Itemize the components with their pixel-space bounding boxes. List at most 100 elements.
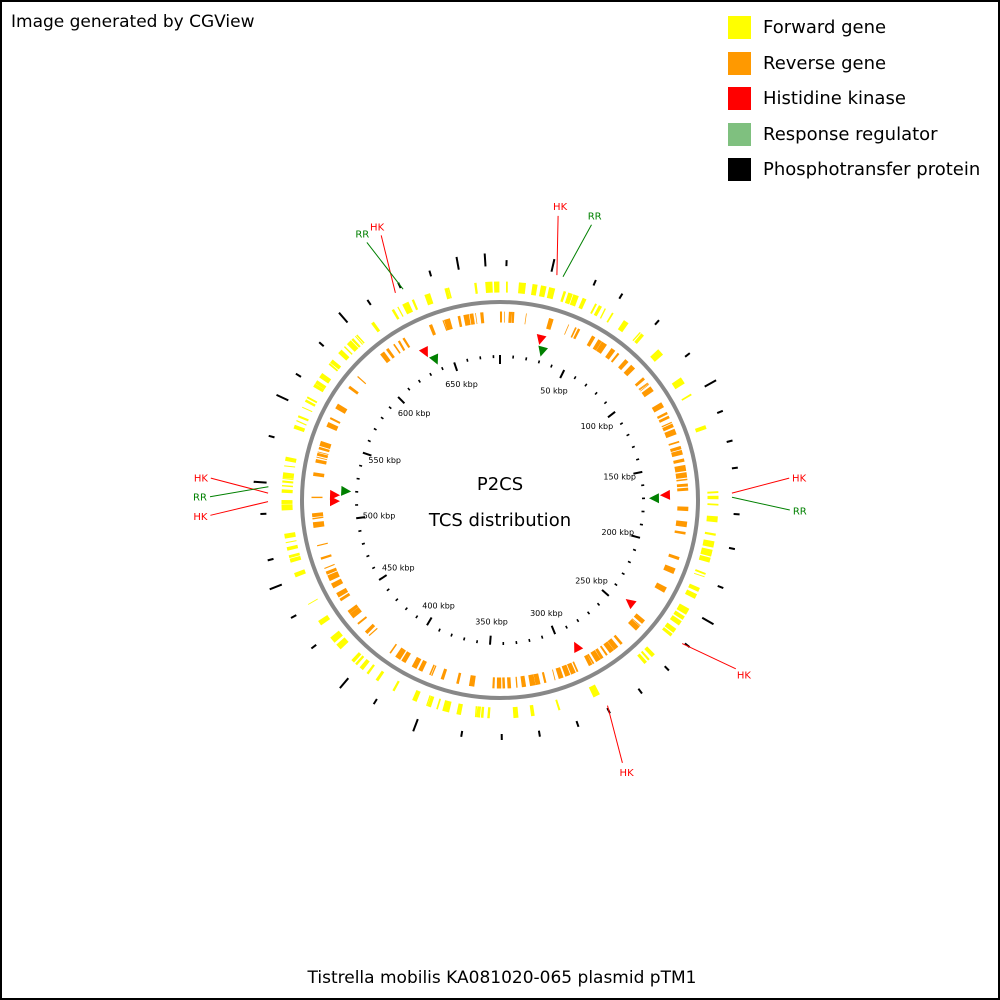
outer-tick [339, 677, 350, 689]
major-tick [362, 451, 372, 457]
forward-gene [555, 699, 561, 711]
minor-tick [565, 625, 568, 629]
outer-tick [704, 379, 717, 388]
minor-tick [573, 376, 577, 380]
forward-gene [354, 335, 364, 345]
major-tick [607, 411, 616, 419]
forward-gene [688, 583, 700, 592]
forward-gene [356, 334, 365, 344]
minor-tick [626, 433, 630, 437]
forward-gene [336, 637, 349, 650]
reverse-gene [661, 421, 673, 428]
legend-label: Reverse gene [763, 52, 887, 74]
reverse-gene [336, 587, 349, 598]
minor-tick [380, 416, 384, 420]
outer-tick [592, 279, 597, 286]
forward-gene [669, 615, 682, 626]
outer-tick [412, 718, 419, 732]
forward-gene [706, 515, 718, 523]
legend-swatch-forward [728, 16, 751, 40]
legend-item-forward-gene: Forward gene [728, 10, 980, 46]
minor-tick [386, 588, 390, 592]
reverse-gene [573, 328, 581, 340]
forward-gene [590, 303, 597, 314]
outer-tick [290, 614, 297, 619]
forward-gene [330, 359, 342, 370]
forward-gene [617, 320, 629, 333]
response-regulator-marker [429, 353, 439, 365]
forward-gene [288, 552, 301, 559]
callout-line [731, 496, 790, 511]
minor-tick [584, 383, 588, 387]
forward-gene [644, 646, 655, 658]
callout-line [210, 477, 269, 494]
reverse-gene [443, 318, 453, 331]
response-regulator-marker [341, 485, 352, 496]
outer-tick [726, 439, 733, 443]
reverse-gene [349, 607, 362, 619]
reverse-gene [348, 385, 359, 395]
forward-gene [593, 305, 602, 317]
histidine-kinase-marker [536, 334, 547, 345]
forward-gene [662, 627, 673, 637]
major-tick [426, 616, 433, 626]
credit-text: Image generated by CGView [11, 12, 255, 32]
reverse-gene [654, 582, 667, 593]
forward-gene [560, 290, 567, 303]
outer-tick [728, 546, 736, 551]
legend-label: Phosphotransfer protein [763, 159, 981, 181]
reverse-gene [663, 564, 676, 574]
hk-label: HK [737, 671, 752, 682]
reverse-gene [330, 578, 344, 589]
reverse-gene [605, 348, 616, 360]
forward-gene [351, 338, 361, 348]
histidine-kinase-marker [329, 489, 341, 500]
reverse-gene [318, 446, 330, 453]
outer-tick [537, 730, 541, 737]
minor-tick [415, 615, 419, 619]
center-title-line-1: P2CS [477, 474, 523, 495]
minor-tick [466, 358, 469, 362]
minor-tick [619, 422, 624, 426]
callout-line [731, 477, 790, 494]
reverse-gene [528, 674, 536, 687]
major-tick [397, 396, 406, 405]
reverse-gene [603, 641, 615, 654]
reverse-gene [533, 673, 541, 686]
forward-gene-track [281, 281, 719, 719]
forward-gene [442, 700, 452, 713]
callout-line [366, 242, 404, 290]
forward-gene [343, 346, 353, 355]
center-title-line-2: TCS distribution [428, 510, 571, 531]
coordinate-labels: 50 kbp 100 kbp 150 kbp 200 kbp 250 kbp 300 kb… [363, 380, 636, 627]
forward-gene [671, 377, 685, 390]
legend: Forward gene Reverse gene Histidine kina… [728, 10, 980, 188]
outer-tick [575, 720, 580, 728]
reverse-gene [641, 386, 654, 398]
outer-tick [618, 293, 624, 300]
callout-line [562, 224, 592, 277]
forward-gene [397, 306, 404, 317]
reverse-gene [639, 383, 649, 391]
coordinate-label: 600 kbp [398, 409, 431, 418]
forward-gene [529, 704, 535, 717]
forward-gene [375, 670, 385, 682]
minor-tick [621, 572, 625, 576]
reverse-gene [656, 411, 668, 420]
outer-tick [716, 409, 724, 415]
minor-tick [359, 464, 363, 467]
outer-tick [663, 665, 670, 672]
minor-tick [631, 445, 636, 449]
reverse-gene [469, 313, 475, 325]
minor-tick [594, 391, 598, 396]
forward-gene [392, 680, 400, 692]
reverse-gene [313, 472, 325, 478]
forward-gene [351, 652, 362, 663]
reverse-gene [633, 613, 646, 624]
outer-tick [338, 312, 349, 324]
minor-tick [366, 554, 370, 558]
forward-gene [700, 547, 713, 557]
minor-tick [388, 406, 392, 410]
